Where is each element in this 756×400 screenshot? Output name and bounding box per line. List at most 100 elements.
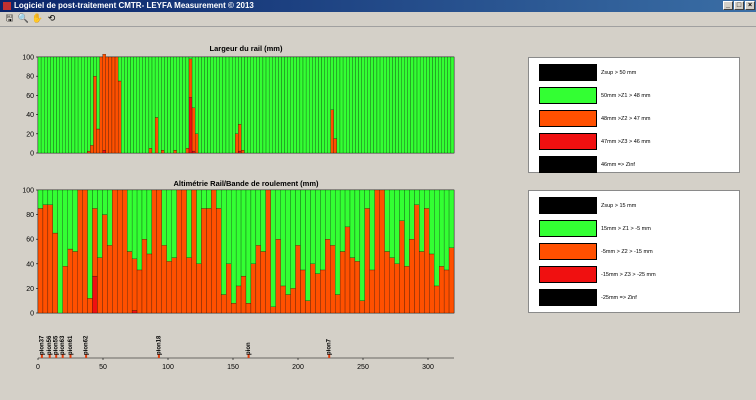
bar-green (386, 56, 390, 154)
bar-green (364, 56, 368, 154)
bar-green (226, 189, 232, 264)
bar-orange (260, 251, 266, 314)
bar-green (136, 56, 140, 154)
sleeper-label: pion63 (60, 335, 66, 355)
y-tick-label: 40 (26, 112, 34, 119)
bar-green (245, 189, 252, 304)
bar-orange (122, 189, 128, 314)
bar-green (133, 56, 137, 154)
zoom-in-icon[interactable]: 🔍 (17, 13, 30, 23)
bar-green (185, 56, 190, 149)
bar-green (37, 189, 44, 209)
bar-green (309, 56, 313, 154)
bar-green (439, 189, 445, 267)
bar-green (321, 56, 325, 154)
y-tick-label: 0 (30, 311, 34, 318)
legend-swatch (539, 87, 597, 104)
bar-green (93, 56, 97, 77)
bar-green (250, 189, 257, 264)
legend-label: 46mm => Zinf (601, 161, 635, 168)
sleeper-label: pion62 (84, 335, 90, 355)
bar-orange (114, 56, 119, 154)
bar-green (47, 189, 53, 205)
y-tick-label: 80 (26, 74, 34, 81)
bar-orange (231, 303, 237, 314)
bar-green (327, 56, 331, 154)
bar-green (44, 56, 48, 154)
bar-green (53, 56, 57, 154)
bar-orange (166, 261, 172, 314)
bar-orange (186, 257, 192, 314)
bar-green (92, 189, 98, 209)
bar-orange (191, 189, 197, 314)
bar-green (130, 56, 134, 154)
bar-orange (290, 288, 296, 314)
bar-green (206, 189, 212, 209)
bar-green (339, 56, 344, 154)
bar-orange (97, 257, 103, 314)
minimize-button[interactable]: _ (723, 1, 733, 10)
bar-orange (102, 53, 106, 151)
bar-green (339, 189, 346, 252)
legend-label: 47mm >Z3 > 46 mm (601, 138, 651, 145)
legend-swatch (539, 110, 597, 127)
bar-orange (404, 266, 410, 314)
bar-green (146, 189, 153, 255)
bar-green (77, 56, 82, 154)
bar-green (67, 189, 73, 250)
bar-orange (117, 80, 122, 154)
bar-orange (443, 269, 450, 314)
bar-green (62, 189, 68, 267)
close-button[interactable]: × (745, 1, 755, 10)
bar-green (395, 56, 399, 154)
bar-green (424, 189, 430, 209)
bar-green (121, 56, 125, 154)
bar-orange (409, 239, 415, 314)
bar-red (188, 97, 193, 154)
bar-orange (280, 285, 286, 314)
maximize-button[interactable]: □ (734, 1, 744, 10)
bar-green (434, 189, 440, 287)
bar-green (364, 189, 370, 209)
bar-orange (315, 273, 321, 314)
legend-item: Zsup > 15 mm (539, 197, 636, 214)
bar-orange (151, 189, 157, 314)
legend-swatch (539, 243, 597, 260)
legend-label: Zsup > 15 mm (601, 202, 637, 209)
bar-green (312, 56, 316, 154)
bar-green (354, 189, 361, 262)
bar-green (173, 56, 177, 151)
bar-green (84, 56, 88, 154)
bar-orange (173, 149, 177, 154)
bar-green (166, 189, 172, 262)
bar-green (429, 56, 433, 154)
bar-green (198, 56, 202, 154)
bar-orange (419, 251, 425, 314)
bar-green (228, 56, 233, 154)
y-tick-label: 20 (26, 131, 34, 138)
bar-orange (141, 239, 148, 314)
bar-green (188, 56, 193, 60)
bar-orange (196, 263, 202, 314)
bar-green (47, 56, 51, 154)
bar-green (413, 56, 418, 154)
bar-green (367, 56, 371, 154)
bar-orange (364, 208, 370, 314)
save-icon[interactable]: 🖫 (5, 13, 14, 23)
bar-red (92, 275, 98, 314)
bar-green (179, 56, 183, 154)
bar-green (426, 56, 430, 154)
bar-green (414, 189, 420, 205)
bar-green (349, 56, 353, 154)
pan-hand-icon[interactable]: ✋ (31, 13, 44, 23)
rotate-icon[interactable]: ⟲ (47, 13, 56, 23)
bar-green (416, 56, 421, 154)
app-icon (3, 2, 11, 10)
bar-green (358, 56, 362, 154)
bar-orange (333, 138, 338, 154)
bar-orange (238, 124, 242, 152)
bar-orange (384, 251, 390, 314)
bar-orange (354, 261, 361, 314)
bar-green (244, 56, 248, 154)
